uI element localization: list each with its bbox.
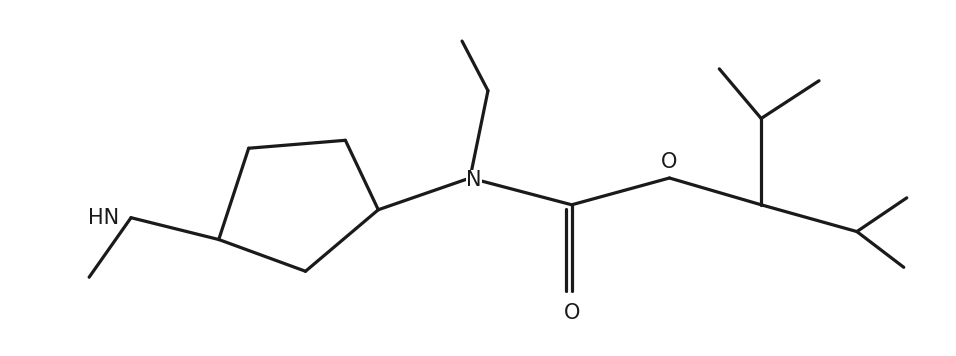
Text: N: N [467,170,482,190]
Text: HN: HN [88,208,120,228]
Text: O: O [662,152,678,172]
Text: O: O [563,303,580,323]
